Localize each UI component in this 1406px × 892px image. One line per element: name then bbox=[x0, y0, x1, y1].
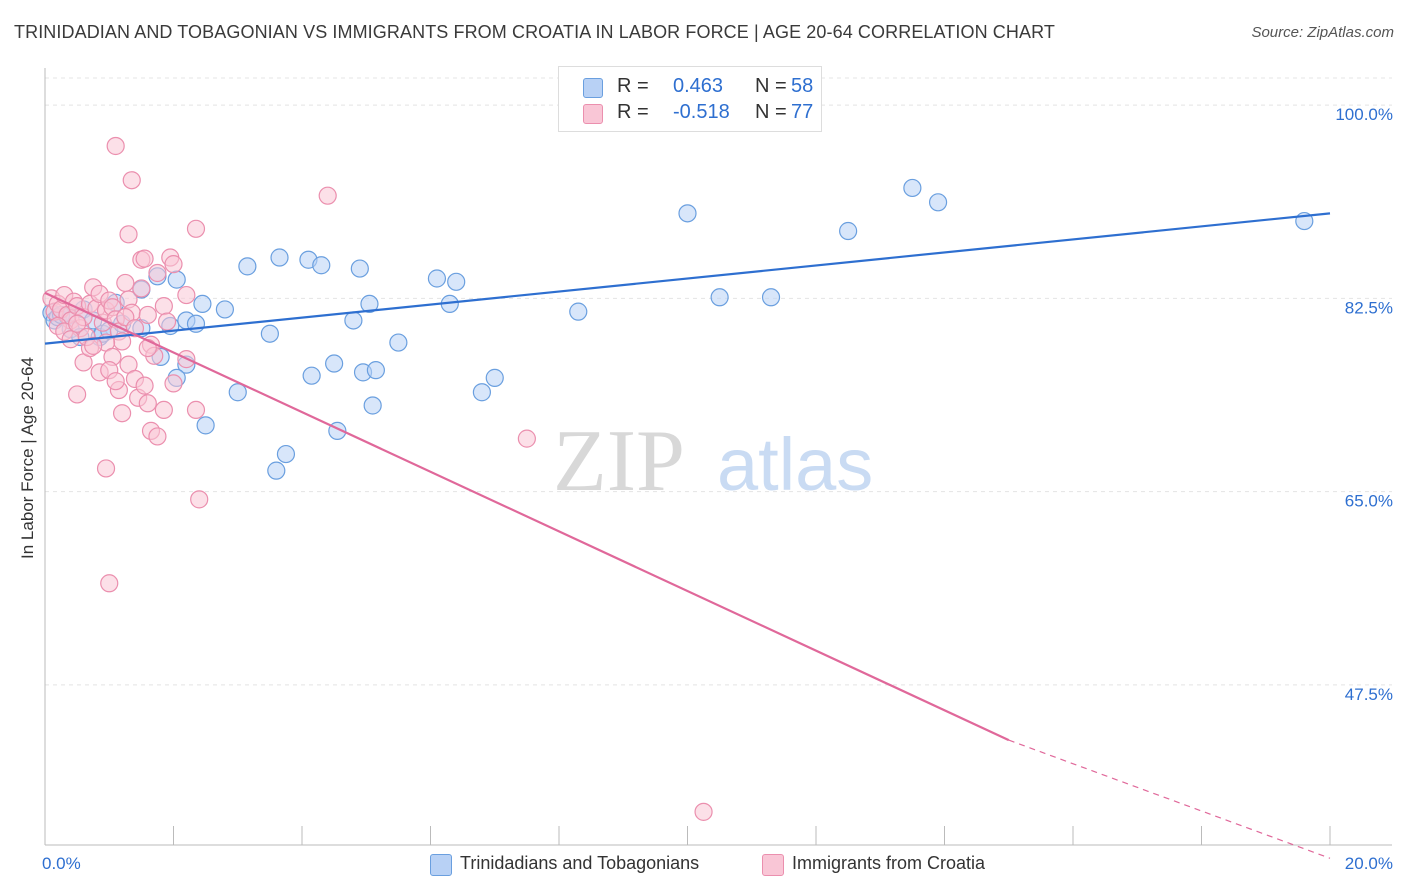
point-croatia bbox=[694, 802, 713, 821]
point-croatia bbox=[190, 490, 209, 509]
chart-legend: Trinidadians and Tobagonians Immigrants … bbox=[0, 852, 1406, 876]
point-trinidadians bbox=[267, 461, 286, 480]
legend-swatch-blue bbox=[430, 854, 452, 876]
n-value: 58 bbox=[791, 75, 814, 97]
point-croatia bbox=[100, 574, 119, 593]
watermark-atlas: atlas bbox=[717, 423, 873, 506]
point-trinidadians bbox=[389, 333, 408, 352]
r-label: R = bbox=[617, 75, 649, 97]
point-croatia bbox=[138, 305, 157, 325]
y-tick-label: 82.5% bbox=[1345, 298, 1393, 317]
point-trinidadians bbox=[360, 294, 379, 313]
point-trinidadians bbox=[276, 444, 296, 464]
y-tick-label: 47.5% bbox=[1345, 685, 1393, 704]
grid-lines bbox=[45, 77, 1392, 686]
axes bbox=[44, 68, 1392, 846]
point-croatia bbox=[116, 273, 135, 293]
r-value: 0.463 bbox=[673, 75, 724, 97]
legend-label: Trinidadians and Tobagonians bbox=[460, 853, 700, 873]
point-trinidadians bbox=[928, 193, 948, 212]
point-trinidadians bbox=[569, 302, 588, 321]
point-trinidadians bbox=[270, 248, 289, 267]
point-croatia bbox=[135, 249, 154, 268]
n-label: N = bbox=[755, 75, 787, 97]
point-trinidadians bbox=[215, 300, 234, 319]
x-tick-label-min: 0.0% bbox=[42, 854, 81, 873]
point-trinidadians bbox=[260, 324, 279, 343]
trend-line-trinidadians bbox=[44, 212, 1331, 345]
legend-label: Immigrants from Croatia bbox=[792, 853, 986, 873]
n-label: N = bbox=[755, 101, 787, 123]
point-croatia bbox=[517, 429, 536, 448]
point-croatia bbox=[135, 376, 154, 395]
point-trinidadians bbox=[228, 383, 247, 402]
point-croatia bbox=[112, 404, 132, 423]
point-croatia bbox=[122, 171, 141, 190]
y-tick-label: 100.0% bbox=[1335, 105, 1393, 124]
point-trinidadians bbox=[167, 270, 186, 289]
point-croatia bbox=[84, 336, 103, 355]
point-croatia bbox=[157, 312, 177, 331]
trend-line-croatia-extrapolated bbox=[1008, 739, 1331, 859]
stats-swatch-blue bbox=[583, 78, 603, 98]
point-croatia bbox=[138, 394, 157, 413]
point-croatia bbox=[132, 279, 151, 298]
r-value: -0.518 bbox=[673, 101, 730, 123]
point-croatia bbox=[148, 427, 167, 446]
source-label: Source: ZipAtlas.com bbox=[1251, 24, 1394, 41]
point-croatia bbox=[68, 385, 87, 404]
point-trinidadians bbox=[903, 178, 922, 198]
point-croatia bbox=[61, 330, 80, 349]
point-trinidadians bbox=[238, 257, 257, 276]
point-croatia bbox=[106, 372, 125, 391]
point-croatia bbox=[186, 400, 206, 420]
point-trinidadians bbox=[350, 259, 369, 278]
point-trinidadians bbox=[312, 256, 331, 275]
legend-swatch-pink bbox=[762, 854, 784, 876]
point-croatia bbox=[68, 314, 87, 333]
point-trinidadians bbox=[325, 354, 344, 373]
point-croatia bbox=[96, 459, 116, 478]
trend-line-croatia bbox=[44, 291, 1010, 742]
point-trinidadians bbox=[344, 311, 363, 330]
y-tick-label: 65.0% bbox=[1345, 492, 1393, 511]
point-trinidadians bbox=[363, 396, 382, 415]
correlation-stats-box: R = 0.463 N = 58 R = -0.518 N = 77 bbox=[558, 66, 822, 132]
point-trinidadians bbox=[302, 366, 321, 385]
stats-swatch-pink bbox=[583, 104, 603, 124]
point-trinidadians bbox=[472, 383, 491, 402]
y-axis-label: In Labor Force | Age 20-64 bbox=[18, 357, 37, 559]
point-trinidadians bbox=[678, 204, 697, 223]
point-trinidadians bbox=[366, 361, 385, 380]
point-trinidadians bbox=[710, 288, 729, 307]
point-croatia bbox=[164, 374, 183, 393]
point-trinidadians bbox=[761, 288, 781, 307]
point-croatia bbox=[154, 297, 173, 316]
tick-labels: 47.5% 65.0% 82.5% 100.0% 0.0% 20.0% bbox=[42, 105, 1393, 873]
point-trinidadians bbox=[196, 416, 215, 435]
point-trinidadians bbox=[447, 272, 466, 291]
point-trinidadians bbox=[427, 269, 447, 288]
point-trinidadians bbox=[839, 221, 858, 241]
point-croatia bbox=[177, 285, 196, 305]
x-tick-label-max: 20.0% bbox=[1345, 854, 1393, 873]
point-croatia bbox=[148, 263, 167, 283]
point-croatia bbox=[154, 400, 173, 420]
point-trinidadians bbox=[193, 294, 212, 313]
point-croatia bbox=[119, 225, 138, 244]
chart-title: TRINIDADIAN AND TOBAGONIAN VS IMMIGRANTS… bbox=[14, 22, 1055, 42]
point-trinidadians bbox=[485, 368, 504, 387]
point-croatia bbox=[186, 219, 206, 238]
watermark: ZIP atlas bbox=[553, 413, 873, 510]
r-label: R = bbox=[617, 101, 649, 123]
trend-lines bbox=[44, 212, 1331, 859]
point-croatia bbox=[164, 255, 183, 274]
point-croatia bbox=[106, 136, 125, 156]
point-croatia bbox=[318, 186, 337, 205]
n-value: 77 bbox=[791, 101, 814, 123]
watermark-zip: ZIP bbox=[553, 413, 685, 510]
